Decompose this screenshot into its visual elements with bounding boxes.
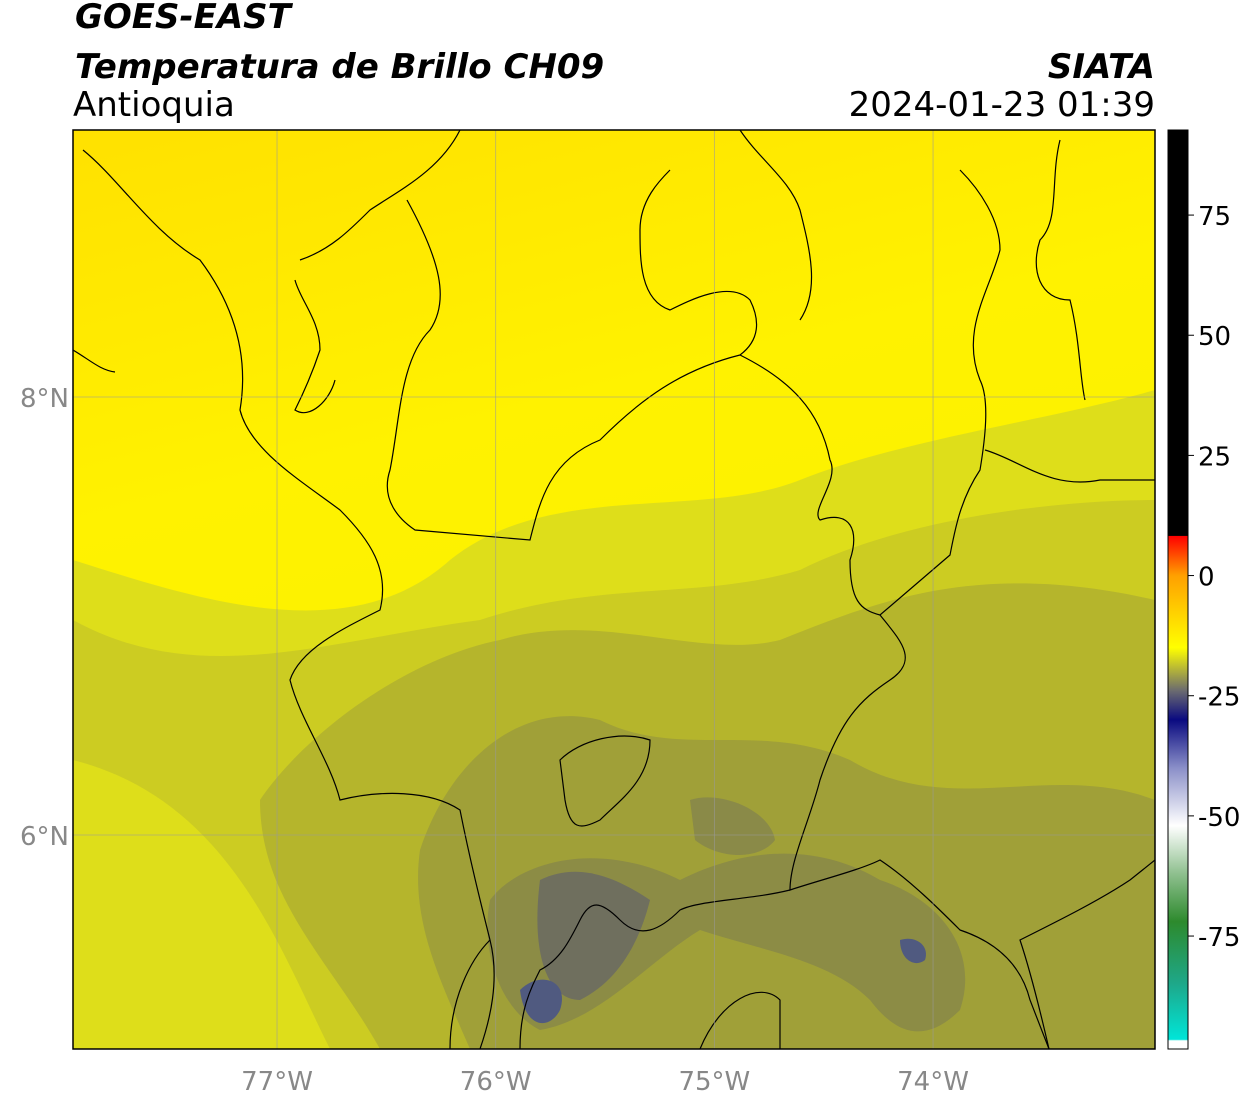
datetime: 2024-01-23 01:39: [849, 85, 1155, 125]
field-zone: [537, 871, 650, 1000]
colorbar-tick-label: -50: [1198, 803, 1240, 833]
field-zone: [690, 797, 775, 855]
borders: [73, 130, 1155, 1049]
lon-tick-label: 75°W: [678, 1067, 750, 1097]
colorbar: [1167, 129, 1189, 1050]
colorbar-tick-label: 50: [1198, 322, 1231, 352]
colorbar-tick-label: 25: [1198, 442, 1231, 472]
colorbar-tick-label: -75: [1198, 923, 1240, 953]
title-line1: GOES-EAST: [75, 0, 294, 37]
lon-tick-label: 76°W: [460, 1067, 532, 1097]
lon-tick-label: 77°W: [241, 1067, 313, 1097]
lat-tick-label: 6°N: [20, 822, 69, 852]
lat-tick-label: 8°N: [20, 384, 69, 414]
lon-tick-label: 74°W: [897, 1067, 969, 1097]
colorbar-tick-label: 0: [1198, 563, 1215, 593]
field-zone: [900, 938, 926, 964]
colorbar-tick-label: -25: [1198, 683, 1240, 713]
graticule: [73, 130, 1155, 1049]
title-line2: Temperatura de Brillo CH09: [75, 47, 604, 87]
map-frame: [72, 129, 1156, 1050]
source: SIATA: [1048, 47, 1155, 87]
colorbar-tick-label: 75: [1198, 202, 1231, 232]
region: Antioquia: [73, 85, 235, 125]
map-field: [73, 130, 1155, 1049]
